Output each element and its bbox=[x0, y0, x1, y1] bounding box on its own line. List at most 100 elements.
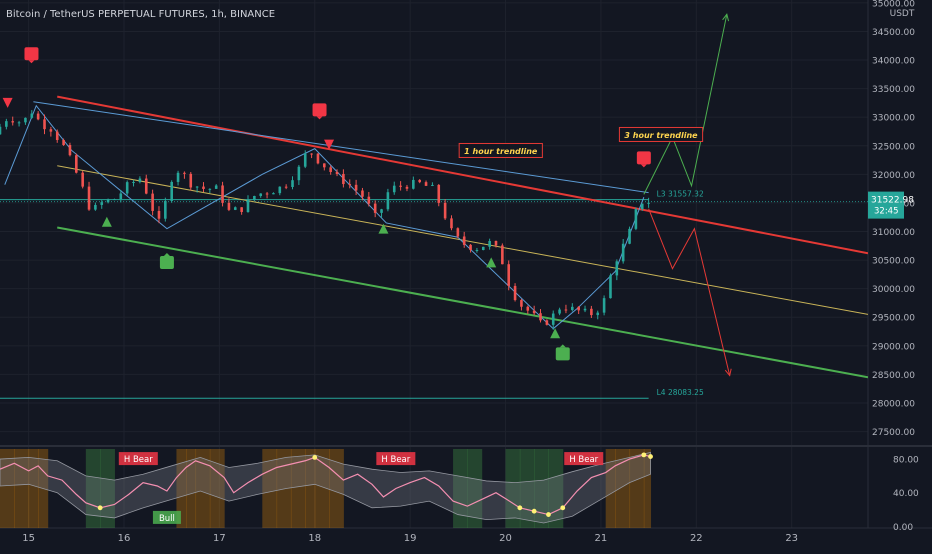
candle-body bbox=[361, 190, 364, 197]
candle-body bbox=[335, 171, 339, 174]
grid-lines bbox=[0, 0, 868, 528]
signal-marker-pointer bbox=[163, 252, 170, 256]
buy-signal-arrow-icon bbox=[486, 257, 497, 268]
oscillator-dot bbox=[560, 505, 566, 511]
price-plot: L3 31557.32 L4 28083.25 1 hour trendline 3 … bbox=[0, 13, 868, 399]
oscillator-zone bbox=[176, 449, 187, 528]
oscillator-zone bbox=[329, 449, 344, 528]
candle-body bbox=[437, 184, 441, 203]
time-axis: 15 16 17 18 19 20 21 22 23 bbox=[22, 533, 798, 544]
level-line-label: L4 28083.25 bbox=[657, 388, 704, 397]
candle-body bbox=[628, 228, 631, 244]
oscillator-zone bbox=[0, 449, 15, 528]
candle-body bbox=[342, 173, 345, 185]
annotation-text: 3 hour trendline bbox=[624, 131, 698, 140]
signals bbox=[2, 47, 651, 361]
candle-body bbox=[520, 300, 523, 307]
oscillator-dot bbox=[641, 452, 647, 458]
projection-down-path bbox=[648, 208, 731, 376]
time-tick-label: 21 bbox=[595, 533, 608, 544]
price-tick-label: 34000.00 bbox=[872, 57, 915, 67]
candle-body bbox=[233, 207, 237, 210]
candle-body bbox=[647, 202, 650, 204]
candle-body bbox=[43, 119, 46, 130]
oscillator-label-bg bbox=[118, 452, 158, 466]
oscillator-zone bbox=[195, 449, 211, 528]
price-tick-label: 31000.00 bbox=[872, 228, 915, 238]
oscillator-zone bbox=[276, 449, 292, 528]
price-tick-label: 28000.00 bbox=[872, 399, 915, 409]
candle-body bbox=[94, 204, 97, 210]
oscillator-label-text: H Bear bbox=[124, 455, 153, 465]
current-price-badge-bg bbox=[868, 191, 904, 219]
candle-body bbox=[132, 181, 135, 183]
signal-marker-box bbox=[24, 47, 39, 64]
candle-body bbox=[602, 298, 606, 313]
candle-body bbox=[214, 185, 218, 189]
time-tick-label: 19 bbox=[404, 533, 417, 544]
candle-body bbox=[316, 153, 320, 164]
candle-body bbox=[640, 203, 644, 210]
candle-body bbox=[310, 153, 313, 155]
oscillator-zone bbox=[28, 449, 39, 528]
candle-body bbox=[551, 313, 555, 325]
candle-body bbox=[138, 178, 142, 182]
signal-marker-pointer bbox=[316, 116, 323, 120]
oscillator-label-text: H Bear bbox=[381, 455, 410, 465]
oscillator-label-text: Bull bbox=[159, 514, 175, 524]
candle-body bbox=[329, 167, 332, 172]
time-tick-label: 17 bbox=[213, 533, 226, 544]
signal-marker-pointer bbox=[28, 60, 35, 64]
oscillator-zone bbox=[548, 449, 564, 528]
candle-body bbox=[596, 312, 600, 316]
sell-signal-arrow-icon bbox=[324, 139, 335, 150]
oscillator-dot bbox=[648, 454, 653, 459]
oscillator-signal-label: H Bear bbox=[564, 452, 604, 466]
candle-body bbox=[284, 186, 288, 188]
candle-body bbox=[278, 186, 282, 194]
candle-body bbox=[189, 173, 193, 188]
oscillator-tick-label: 0.00 bbox=[893, 523, 913, 533]
candle-body bbox=[11, 121, 15, 123]
candles bbox=[0, 110, 650, 330]
oscillator-zone bbox=[186, 449, 197, 528]
price-tick-label: 35000.00 bbox=[872, 0, 915, 9]
signal-marker-body bbox=[159, 255, 174, 269]
price-tick-label: 30500.00 bbox=[872, 257, 915, 267]
oscillator-signal-label: Bull bbox=[152, 510, 181, 524]
annotation-box bbox=[458, 142, 543, 158]
candle-body bbox=[17, 122, 21, 124]
candle-body bbox=[609, 275, 612, 299]
price-tick-label: 28500.00 bbox=[872, 371, 915, 381]
candle-body bbox=[303, 153, 307, 167]
price-tick-label: 29500.00 bbox=[872, 314, 915, 324]
candle-body bbox=[87, 186, 91, 210]
oscillator-zone bbox=[534, 449, 549, 528]
candle-body bbox=[431, 184, 434, 186]
oscillator-label-bg bbox=[564, 452, 604, 466]
candle-body bbox=[227, 202, 231, 210]
candle-body bbox=[513, 285, 517, 301]
candle-body bbox=[380, 209, 383, 213]
candle-body bbox=[488, 241, 491, 247]
candle-body bbox=[246, 199, 250, 212]
candle-body bbox=[412, 179, 415, 189]
candle-body bbox=[450, 218, 453, 229]
candle-body bbox=[323, 163, 326, 168]
candle-body bbox=[501, 245, 504, 265]
oscillator-band bbox=[0, 451, 651, 524]
candle-body bbox=[195, 186, 199, 188]
oscillator-pane: H Bear H Bear H Bear Bull bbox=[0, 449, 653, 528]
projection-up-path bbox=[643, 14, 728, 195]
price-tick-label: 33500.00 bbox=[872, 85, 915, 95]
signal-marker-pointer bbox=[640, 164, 647, 168]
candle-body bbox=[462, 236, 466, 245]
oscillator-zone bbox=[314, 449, 330, 528]
sell-signal-arrow-icon bbox=[2, 97, 13, 108]
price-tick-label: 32500.00 bbox=[872, 142, 915, 152]
oscillator-label-text: H Bear bbox=[569, 455, 598, 465]
candle-body bbox=[469, 244, 472, 251]
annotation-text: 1 hour trendline bbox=[464, 147, 538, 156]
oscillator-zone bbox=[605, 449, 616, 528]
